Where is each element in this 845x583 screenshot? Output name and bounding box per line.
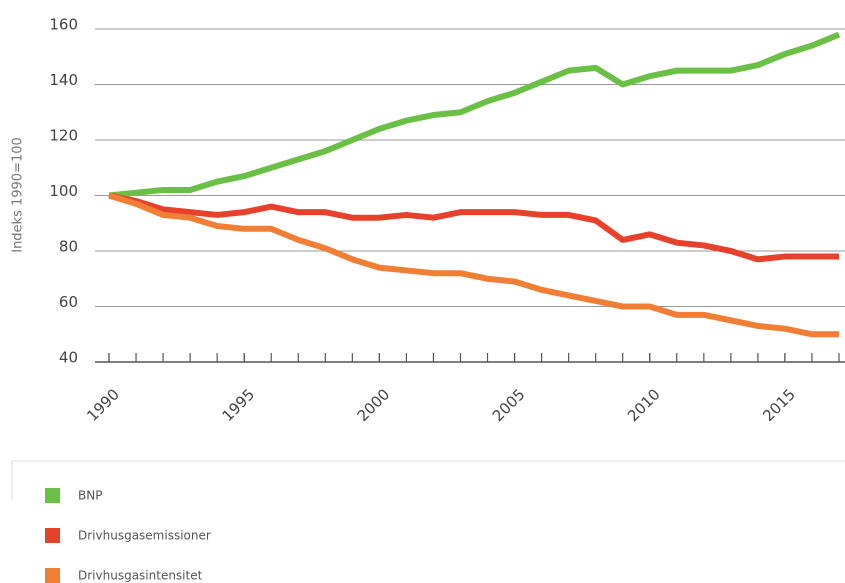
y-tick-label: 140 <box>49 71 78 89</box>
x-tick-label: 2010 <box>624 385 664 425</box>
y-axis-label: Indeks 1990=100 <box>11 137 26 253</box>
y-tick-label: 60 <box>59 293 78 311</box>
x-tick-label: 1990 <box>83 385 123 425</box>
legend-swatch <box>45 568 60 583</box>
y-tick-label: 100 <box>49 182 78 200</box>
series-line <box>108 31 841 199</box>
series-line <box>108 192 839 263</box>
legend-label: BNP <box>78 489 102 503</box>
y-tick-label: 40 <box>59 349 78 367</box>
x-tick-label: 1995 <box>218 385 258 425</box>
x-tick-label: 2015 <box>759 385 799 425</box>
legend-swatch <box>45 488 60 503</box>
y-tick-label: 80 <box>59 238 78 256</box>
legend-label: Drivhusgasemissioner <box>78 529 211 543</box>
x-tick-label: 2000 <box>354 385 394 425</box>
y-tick-label: 120 <box>49 127 78 145</box>
series-line <box>108 192 839 338</box>
legend-swatch <box>45 528 60 543</box>
y-tick-label: 160 <box>49 16 78 34</box>
x-tick-label: 2005 <box>489 385 529 425</box>
legend-label: Drivhusgasintensitet <box>78 569 203 583</box>
